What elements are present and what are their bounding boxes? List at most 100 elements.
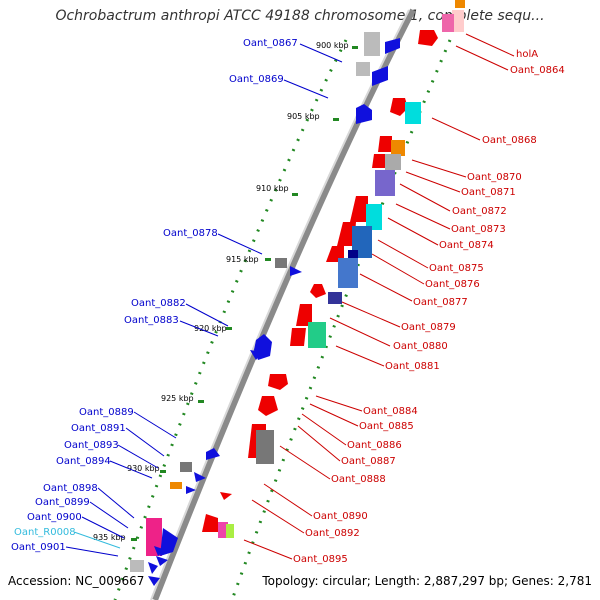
gene-feature (148, 562, 158, 574)
gene-label: Oant_0884 (363, 406, 418, 417)
gene-label: Oant_0867 (243, 38, 298, 49)
gene-label: Oant_0894 (56, 456, 111, 467)
gene-feature (308, 322, 326, 348)
gene-label: Oant_0872 (452, 206, 507, 217)
gene-feature (372, 66, 388, 86)
gene-feature (220, 492, 232, 500)
gene-feature (290, 266, 302, 276)
gene-feature (442, 14, 454, 32)
gene-label: Oant_0885 (359, 421, 414, 432)
gene-label: Oant_0864 (510, 65, 565, 76)
gene-label: Oant_0890 (313, 511, 368, 522)
gene-label: Oant_0874 (439, 240, 494, 251)
gene-feature (130, 560, 144, 572)
gene-feature (296, 304, 312, 326)
gene-label: Oant_0883 (124, 315, 179, 326)
gene-label: Oant_0875 (429, 263, 484, 274)
gene-label: Oant_0873 (451, 224, 506, 235)
gene-feature (385, 154, 401, 170)
gene-feature (275, 258, 287, 268)
kbp-label: 925 kbp (161, 394, 194, 403)
gene-feature (310, 284, 326, 298)
chromosome-backbone (152, 8, 416, 600)
gene-feature (160, 528, 178, 556)
left-label-connectors (65, 43, 343, 557)
gene-label: Oant_0889 (79, 407, 134, 418)
gene-label: Oant_0898 (43, 483, 98, 494)
gene-feature (148, 576, 160, 586)
gene-label: Oant_0888 (331, 474, 386, 485)
kbp-label: 930 kbp (127, 464, 160, 473)
left-gene-labels: Oant_0867 Oant_0869 Oant_0878 Oant_0882 … (11, 38, 298, 553)
gene-feature (194, 472, 206, 482)
gene-feature (356, 104, 372, 124)
reverse-strand-genes (130, 32, 400, 586)
gene-feature (391, 140, 405, 156)
gene-feature (170, 482, 182, 489)
gene-label: Oant_0900 (27, 512, 82, 523)
gene-feature (350, 196, 368, 222)
kbp-label: 915 kbp (226, 255, 259, 264)
gene-label: Oant_0878 (163, 228, 218, 239)
gene-label: Oant_0870 (467, 172, 522, 183)
gene-label: Oant_R0008 (14, 527, 76, 538)
gene-feature (258, 396, 278, 416)
kbp-label: 935 kbp (93, 533, 126, 542)
gene-feature (452, 10, 464, 32)
gene-label: Oant_0901 (11, 542, 66, 553)
gene-label: Oant_0893 (64, 440, 119, 451)
gene-label: Oant_0876 (425, 279, 480, 290)
kbp-label: 905 kbp (287, 112, 320, 121)
gene-label: Oant_0895 (293, 554, 348, 565)
gene-feature (390, 98, 408, 116)
gene-label: Oant_0869 (229, 74, 284, 85)
gene-label: Oant_0886 (347, 440, 402, 451)
gene-feature (338, 258, 358, 288)
gene-label: Oant_0877 (413, 297, 468, 308)
gene-feature (405, 102, 421, 124)
gene-feature (180, 462, 192, 472)
kbp-label: 900 kbp (316, 41, 349, 50)
gene-feature (366, 204, 382, 230)
forward-strand-genes (202, 0, 465, 538)
gene-label: Oant_0879 (401, 322, 456, 333)
right-gene-labels: holA Oant_0864 Oant_0868 Oant_0870 Oant_… (293, 49, 565, 565)
gene-feature (375, 170, 395, 196)
gene-feature (250, 350, 262, 360)
gene-feature (206, 448, 220, 460)
kbp-label: 920 kbp (194, 324, 227, 333)
right-label-connectors (243, 33, 515, 560)
gene-feature (418, 30, 438, 46)
map-title: Ochrobactrum anthropi ATCC 49188 chromos… (55, 8, 545, 24)
gene-feature (455, 0, 465, 8)
gene-feature (337, 222, 356, 246)
gene-feature (364, 32, 380, 56)
gene-label: holA (516, 49, 538, 60)
gene-feature (218, 522, 228, 538)
kbp-ticks (131, 46, 358, 541)
accession-text: Accession: NC_009667 (8, 574, 145, 588)
gene-feature (156, 556, 168, 566)
kbp-tick-labels: 900 kbp 905 kbp 910 kbp 915 kbp 920 kbp … (93, 41, 349, 542)
gene-feature (268, 374, 288, 390)
gene-feature (385, 38, 400, 54)
topology-text: Topology: circular; Length: 2,887,297 bp… (262, 574, 592, 588)
gene-label: Oant_0868 (482, 135, 537, 146)
gene-label: Oant_0891 (71, 423, 126, 434)
gene-label: Oant_0899 (35, 497, 90, 508)
gene-feature (348, 250, 358, 262)
gene-label: Oant_0881 (385, 361, 440, 372)
gene-feature (290, 328, 306, 346)
gene-feature (202, 514, 218, 532)
gene-label: Oant_0887 (341, 456, 396, 467)
gene-feature (226, 524, 234, 538)
gene-label: Oant_0871 (461, 187, 516, 198)
gene-label: Oant_0882 (131, 298, 186, 309)
gene-label: Oant_0880 (393, 341, 448, 352)
gene-feature (356, 62, 370, 76)
gene-feature (328, 292, 342, 304)
gene-feature (146, 518, 162, 556)
gene-feature (378, 136, 392, 152)
